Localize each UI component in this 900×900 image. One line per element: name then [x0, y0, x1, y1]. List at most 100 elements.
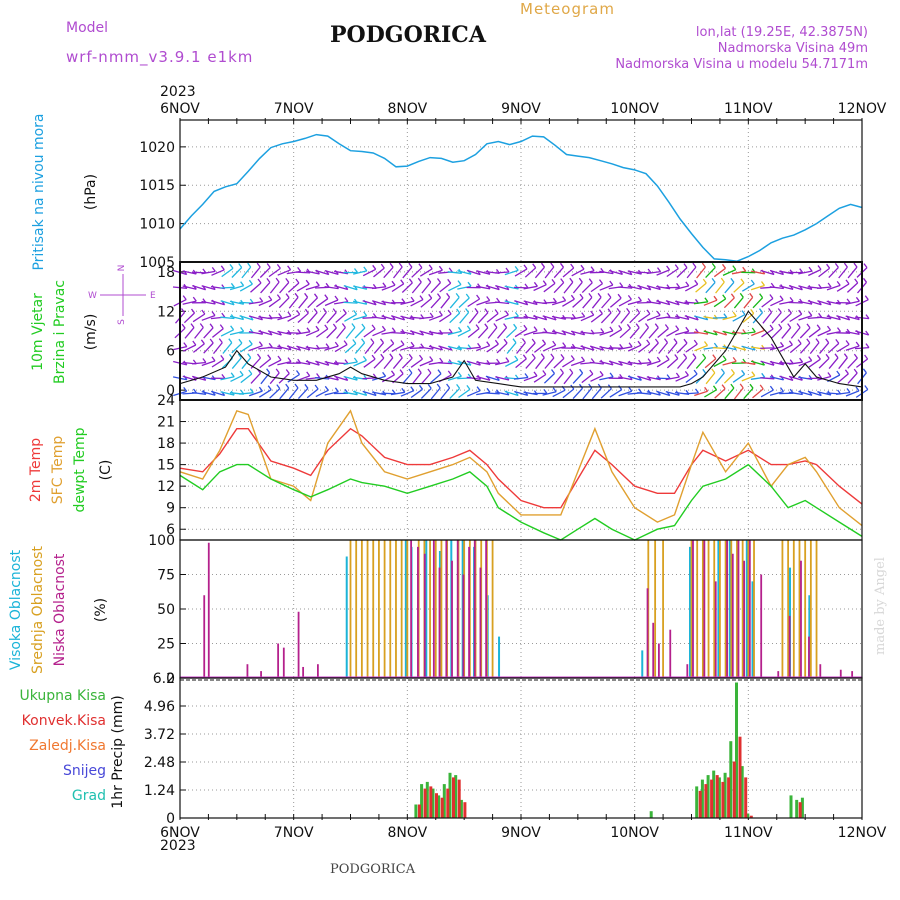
- wind-speed-line: [179, 310, 863, 388]
- wind-barb: [694, 315, 708, 321]
- wind-barb: [391, 280, 396, 286]
- wind-barb: [476, 285, 491, 290]
- wind-barb: [351, 323, 356, 328]
- wind-barb: [370, 338, 375, 343]
- wind-barb: [788, 301, 803, 304]
- wind-barb: [285, 278, 290, 283]
- wind-barb: [846, 282, 859, 293]
- wind-barb: [741, 345, 756, 351]
- wind-barb: [761, 297, 774, 308]
- wind-barb: [684, 392, 699, 395]
- wind-barb: [524, 267, 537, 278]
- wind-barb: [275, 368, 280, 374]
- wind-barb: [646, 339, 651, 345]
- wind-barb: [344, 313, 357, 322]
- wind-barb: [428, 269, 443, 276]
- wind-barb: [495, 284, 509, 291]
- wind-barb: [332, 323, 337, 329]
- wind-barb: [352, 339, 357, 344]
- wind-barb: [713, 295, 718, 301]
- wind-barb: [297, 328, 302, 334]
- wind-barb: [646, 391, 661, 396]
- wind-barb: [373, 267, 385, 278]
- wind-barb: [854, 278, 859, 284]
- wind-barb: [305, 329, 320, 337]
- top-time-label: 11NOV: [724, 101, 773, 117]
- wind-barb: [230, 325, 235, 331]
- wind-barb: [551, 279, 556, 284]
- wind-barb: [313, 293, 319, 299]
- wind-barb: [627, 270, 642, 275]
- wind-barb: [248, 339, 253, 345]
- wind-barb: [428, 293, 433, 299]
- wind-barb: [230, 374, 244, 382]
- wind-barb: [570, 294, 575, 300]
- wind-barb: [845, 390, 860, 397]
- cloud-high-axis-title: Visoka Oblacnost: [8, 549, 24, 670]
- temp-2m-line: [179, 427, 863, 509]
- wind-barb: [287, 282, 300, 293]
- wind-barb: [447, 271, 462, 274]
- wind-barb: [818, 267, 831, 278]
- wind-barb: [324, 299, 339, 307]
- wind-barb: [758, 308, 764, 313]
- wind-barb: [788, 284, 803, 291]
- wind-barb: [484, 323, 489, 329]
- wind-barb: [419, 268, 433, 277]
- wind-barb: [248, 345, 263, 352]
- temp-dewpt-axis-title: dewpt Temp: [72, 427, 88, 512]
- wind-barb: [637, 375, 651, 381]
- station-elevation: Nadmorska Visina 49m: [717, 41, 868, 56]
- wind-barb: [211, 311, 216, 316]
- wind-barb: [523, 330, 538, 336]
- wind-barb: [427, 384, 432, 389]
- y-tick-label: 18: [157, 265, 175, 281]
- wind-barb: [609, 372, 614, 378]
- wind-barb: [192, 296, 197, 302]
- wind-barb: [429, 356, 434, 361]
- wind-barb: [430, 387, 441, 400]
- wind-barb: [440, 296, 451, 309]
- wind-barb: [865, 330, 870, 336]
- wind-barb: [201, 309, 206, 315]
- wind-barb: [701, 262, 706, 268]
- wind-barb: [467, 298, 480, 308]
- wind-barb: [486, 312, 499, 323]
- legend-total-rain: Ukupna Kisa: [19, 688, 106, 704]
- wind-barb: [495, 301, 510, 305]
- wind-barb: [288, 296, 299, 309]
- wind-barb: [191, 361, 206, 365]
- wind-barb: [531, 353, 536, 359]
- precip-total-bar: [459, 799, 463, 818]
- wind-barb: [408, 368, 413, 374]
- wind-barb: [704, 389, 717, 398]
- y-tick-label: 15: [157, 458, 175, 474]
- y-tick-label: 6.2: [153, 671, 175, 687]
- wind-barb: [769, 294, 774, 299]
- wind-barb: [343, 361, 358, 366]
- wind-barb: [514, 300, 528, 306]
- wind-barb: [750, 270, 765, 275]
- wind-barb: [749, 292, 754, 298]
- wind-barb: [485, 392, 500, 395]
- wind-barb: [684, 315, 699, 321]
- wind-barb: [817, 329, 831, 337]
- top-time-label: 8NOV: [387, 101, 427, 117]
- wind-barb: [505, 359, 519, 367]
- wind-barb: [239, 392, 254, 395]
- bottom-time-label: 10NOV: [610, 825, 659, 841]
- wind-barb: [525, 342, 536, 354]
- wind-barb: [693, 369, 698, 375]
- wind-barb: [476, 299, 490, 306]
- wind-barb: [295, 370, 301, 375]
- wind-barb: [855, 296, 860, 302]
- wind-barb: [373, 342, 384, 354]
- wind-barb: [287, 265, 292, 271]
- wind-barb: [427, 368, 432, 374]
- wind-barb: [428, 345, 443, 351]
- y-tick-label: 100: [148, 533, 175, 549]
- wind-barb: [713, 298, 727, 308]
- wind-barb: [646, 360, 661, 366]
- wind-barb: [675, 330, 689, 336]
- wind-barb: [326, 327, 337, 339]
